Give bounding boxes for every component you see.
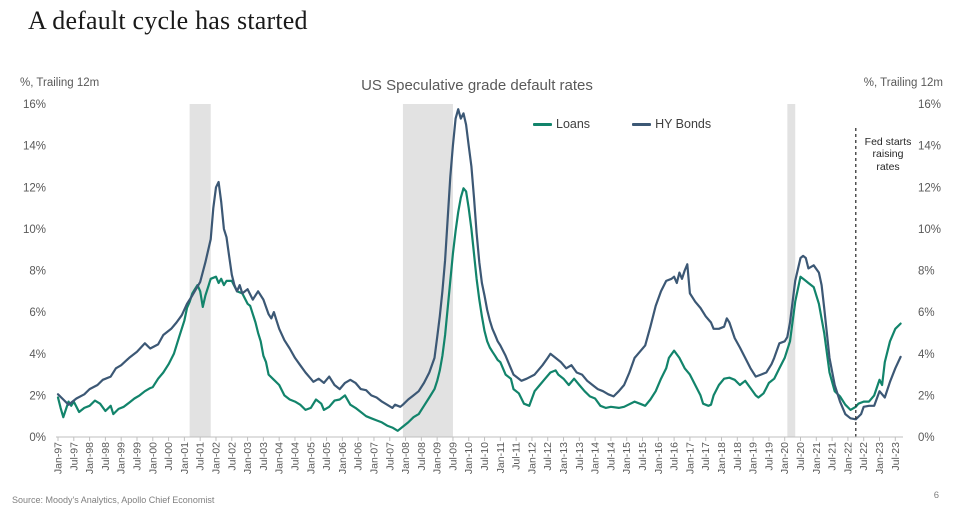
x-tick-label: Jul-17 xyxy=(700,442,712,471)
page-number: 6 xyxy=(933,490,939,501)
y-tick-label-left: 8% xyxy=(29,266,46,278)
legend-label-loans: Loans xyxy=(556,117,591,131)
y-tick-label-left: 2% xyxy=(29,390,46,402)
x-tick-label: Jul-11 xyxy=(511,442,523,470)
x-tick-label: Jan-06 xyxy=(337,442,349,474)
x-tick-label: Jul-09 xyxy=(447,442,459,471)
x-tick-label: Jan-07 xyxy=(369,442,381,474)
x-tick-label: Jan-22 xyxy=(842,442,854,474)
recession-band xyxy=(787,104,796,437)
x-tick-label: Jul-19 xyxy=(763,442,775,471)
x-tick-label: Jan-23 xyxy=(874,442,886,474)
x-tick-label: Jan-18 xyxy=(716,442,728,474)
x-tick-label: Jul-13 xyxy=(574,442,586,471)
x-tick-label: Jul-16 xyxy=(669,442,681,471)
x-tick-label: Jan-08 xyxy=(400,442,412,474)
y-tick-label-right: 14% xyxy=(918,141,941,153)
y-tick-label-left: 12% xyxy=(23,182,46,194)
hy-bonds-line xyxy=(56,108,902,421)
x-tick-label: Jan-11 xyxy=(495,442,507,473)
y-tick-label-right: 2% xyxy=(918,390,935,402)
x-tick-label: Jul-15 xyxy=(637,442,649,471)
x-tick-label: Jan-17 xyxy=(684,442,696,474)
x-tick-label: Jan-13 xyxy=(558,442,570,474)
right-axis-unit-label: %, Trailing 12m xyxy=(863,77,943,89)
legend-item-hy-bonds: HY Bonds xyxy=(632,117,711,131)
x-tick-label: Jan-03 xyxy=(242,442,254,474)
x-tick-label: Jan-15 xyxy=(621,442,633,474)
recession-band xyxy=(189,104,211,437)
x-tick-label: Jul-02 xyxy=(226,442,238,471)
x-tick-label: Jan-21 xyxy=(811,442,823,474)
y-tick-label-right: 16% xyxy=(918,99,941,111)
x-tick-label: Jan-19 xyxy=(748,442,760,474)
left-axis-unit-label: %, Trailing 12m xyxy=(20,77,100,89)
x-tick-label: Jan-05 xyxy=(305,442,317,474)
fed-rate-hike-annotation: Fed starts raising rates xyxy=(860,136,916,173)
y-tick-label-right: 12% xyxy=(918,182,941,194)
x-tick-label: Jul-04 xyxy=(290,442,302,471)
x-tick-label: Jul-03 xyxy=(258,442,270,471)
chart-title: US Speculative grade default rates xyxy=(361,77,593,94)
x-tick-label: Jan-20 xyxy=(779,442,791,474)
hy-bonds-line-swatch xyxy=(632,122,652,126)
x-tick-label: Jul-10 xyxy=(479,442,491,471)
fed-annotation-line1: Fed starts xyxy=(864,136,912,148)
x-tick-label: Jul-21 xyxy=(827,442,839,471)
source-note: Source: Moody's Analytics, Apollo Chief … xyxy=(12,495,215,505)
legend-label-hy-bonds: HY Bonds xyxy=(655,117,712,131)
slide-title: A default cycle has started xyxy=(28,6,308,35)
fed-annotation-line2: raising rates xyxy=(872,148,904,173)
y-tick-label-left: 16% xyxy=(23,99,46,111)
x-tick-label: Jan-10 xyxy=(463,442,475,474)
y-tick-label-right: 4% xyxy=(918,349,935,361)
x-tick-label: Jul-00 xyxy=(163,442,175,471)
loans-line-swatch xyxy=(533,122,552,126)
x-tick-label: Jan-97 xyxy=(53,442,65,474)
x-tick-label: Jan-14 xyxy=(590,442,602,474)
x-tick-label: Jul-08 xyxy=(416,442,428,471)
chart-legend: Loans HY Bonds xyxy=(533,117,711,131)
x-tick-label: Jul-98 xyxy=(100,442,112,471)
y-tick-label-left: 14% xyxy=(23,141,46,153)
x-tick-label: Jul-20 xyxy=(795,442,807,471)
x-tick-label: Jan-09 xyxy=(432,442,444,474)
x-tick-label: Jul-05 xyxy=(321,442,333,471)
x-tick-label: Jul-23 xyxy=(890,442,902,471)
x-tick-label: Jul-01 xyxy=(195,442,207,471)
x-tick-label: Jan-12 xyxy=(526,442,538,474)
x-tick-label: Jan-98 xyxy=(84,442,96,474)
x-tick-label: Jan-01 xyxy=(179,442,191,474)
x-tick-label: Jul-18 xyxy=(732,442,744,471)
x-tick-label: Jul-07 xyxy=(384,442,396,471)
y-tick-label-left: 10% xyxy=(23,224,46,236)
x-tick-label: Jul-97 xyxy=(68,442,80,471)
x-tick-label: Jan-16 xyxy=(653,442,665,474)
y-tick-label-right: 0% xyxy=(918,432,935,444)
recession-band xyxy=(402,104,453,437)
x-tick-label: Jan-02 xyxy=(211,442,223,474)
x-tick-label: Jan-99 xyxy=(116,442,128,474)
x-tick-label: Jul-22 xyxy=(858,442,870,471)
y-tick-label-right: 10% xyxy=(918,224,941,236)
y-tick-label-right: 8% xyxy=(918,266,935,278)
y-tick-label-left: 6% xyxy=(29,307,46,319)
x-tick-label: Jan-04 xyxy=(274,442,286,474)
x-tick-label: Jul-06 xyxy=(353,442,365,471)
x-tick-label: Jan-00 xyxy=(147,442,159,474)
y-tick-label-right: 6% xyxy=(918,307,935,319)
x-tick-label: Jul-99 xyxy=(132,442,144,471)
x-tick-label: Jul-12 xyxy=(542,442,554,471)
y-tick-label-left: 4% xyxy=(29,349,46,361)
x-tick-label: Jul-14 xyxy=(605,442,617,471)
legend-item-loans: Loans xyxy=(533,117,590,131)
y-tick-label-left: 0% xyxy=(29,432,46,444)
